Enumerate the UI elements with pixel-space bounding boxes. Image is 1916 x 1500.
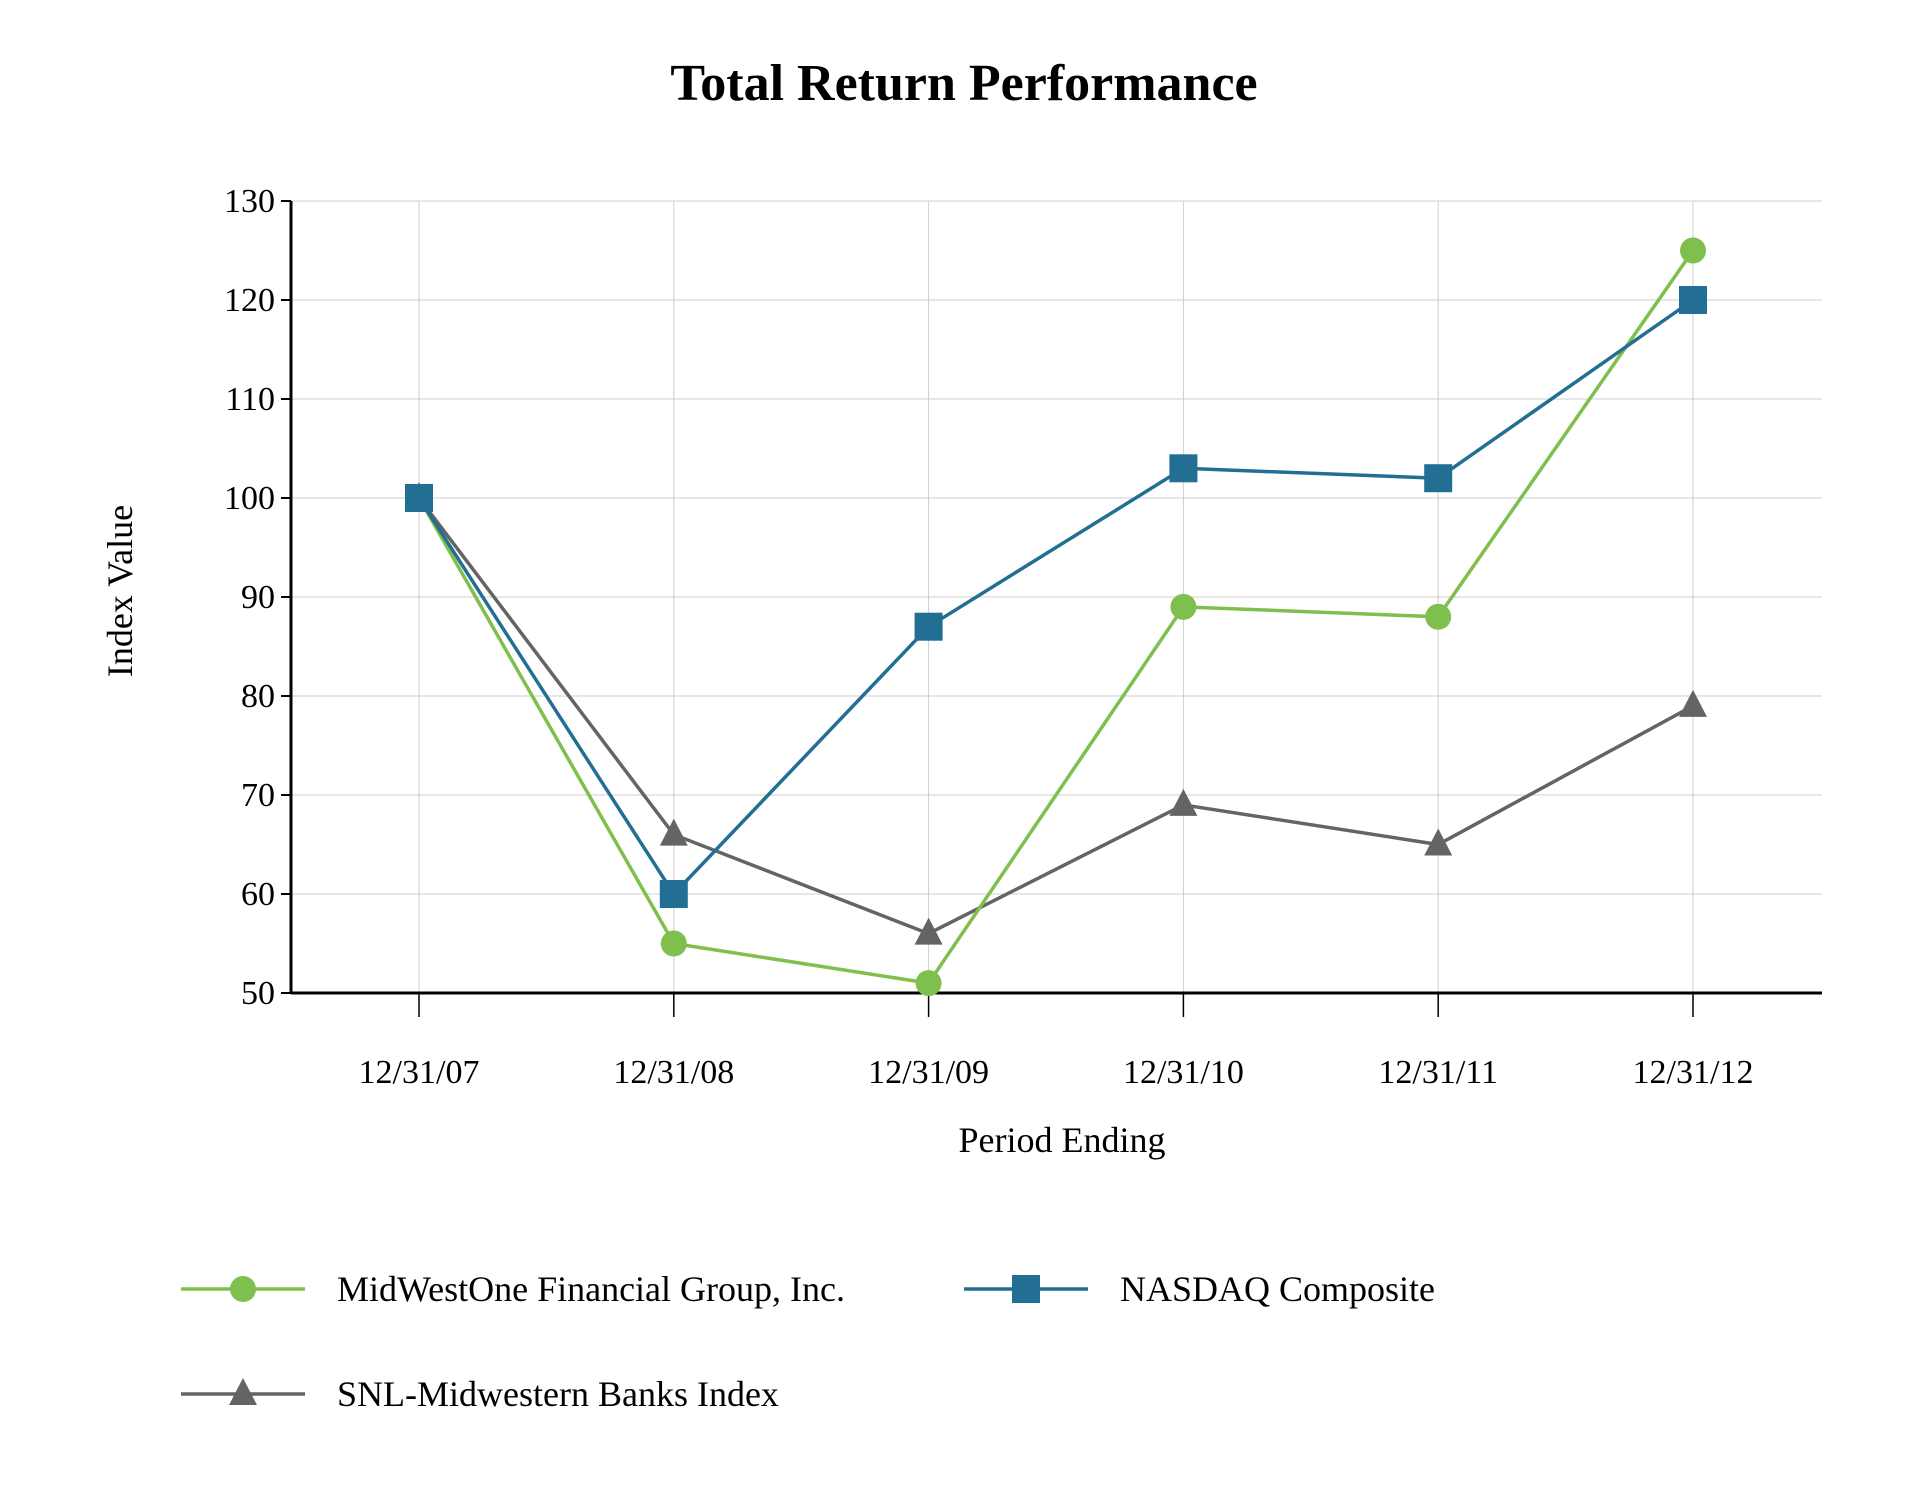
data-point-triangle bbox=[1169, 788, 1198, 816]
series-line bbox=[417, 496, 1694, 936]
data-point-triangle bbox=[659, 818, 688, 846]
chart-title: Total Return Performance bbox=[670, 55, 1257, 112]
x-tick-label: 12/31/12 bbox=[1633, 1054, 1754, 1091]
series-square-line bbox=[417, 298, 1695, 897]
series-line bbox=[417, 298, 1695, 897]
y-tick-label: 100 bbox=[224, 480, 275, 517]
x-axis-label: Period Ending bbox=[959, 1120, 1166, 1160]
data-point-square bbox=[914, 612, 943, 641]
legend-marker-circle bbox=[230, 1276, 256, 1302]
data-point-triangle bbox=[914, 917, 943, 945]
y-tick-label: 80 bbox=[241, 678, 275, 715]
x-tick-label: 12/31/07 bbox=[359, 1054, 480, 1091]
x-tick-labels: 12/31/07 12/31/08 12/31/09 12/31/10 12/31/11… bbox=[359, 1054, 1754, 1091]
axes bbox=[281, 200, 1822, 1017]
x-tick-label: 12/31/10 bbox=[1123, 1054, 1244, 1091]
legend-label: NASDAQ Composite bbox=[1120, 1269, 1435, 1309]
legend: MidWestOne Financial Group, Inc. NASDAQ C… bbox=[181, 1269, 1435, 1414]
legend-marker-square bbox=[1012, 1275, 1040, 1303]
x-tick-label: 12/31/08 bbox=[613, 1054, 734, 1091]
data-point-triangle bbox=[1679, 689, 1707, 717]
y-tick-label: 130 bbox=[224, 183, 275, 220]
series-line bbox=[417, 249, 1695, 985]
y-tick-label: 110 bbox=[225, 381, 275, 418]
series-triangle-line bbox=[417, 496, 1694, 936]
data-point-circle bbox=[1170, 593, 1197, 620]
y-tick-label: 120 bbox=[224, 282, 275, 319]
y-axis-label: Index Value bbox=[100, 505, 140, 677]
legend-item: MidWestOne Financial Group, Inc. bbox=[181, 1269, 845, 1309]
y-tick-labels: 50 60 70 80 90 100 110 120 130 bbox=[224, 183, 275, 1012]
legend-item: SNL-Midwestern Banks Index bbox=[181, 1374, 779, 1414]
y-tick-label: 70 bbox=[241, 777, 275, 814]
y-tick-label: 50 bbox=[241, 975, 275, 1012]
legend-item: NASDAQ Composite bbox=[964, 1269, 1435, 1309]
series-group bbox=[405, 237, 1707, 997]
data-point-square bbox=[405, 484, 433, 512]
legend-label: SNL-Midwestern Banks Index bbox=[337, 1374, 779, 1414]
data-point-square bbox=[659, 880, 688, 908]
x-tick-label: 12/31/09 bbox=[868, 1054, 989, 1091]
x-tick-label: 12/31/11 bbox=[1378, 1054, 1498, 1091]
data-point-circle bbox=[660, 930, 687, 957]
data-point-circle bbox=[915, 970, 942, 997]
legend-label: MidWestOne Financial Group, Inc. bbox=[337, 1269, 845, 1309]
legend-marker-triangle bbox=[229, 1378, 257, 1405]
data-point-circle bbox=[1425, 603, 1452, 630]
data-point-square bbox=[1424, 464, 1453, 493]
y-tick-label: 90 bbox=[241, 579, 275, 616]
data-point-square bbox=[1679, 286, 1707, 314]
gridlines bbox=[291, 200, 1822, 994]
data-point-circle bbox=[1680, 237, 1706, 264]
data-point-square bbox=[1169, 454, 1198, 483]
data-point-triangle bbox=[1424, 828, 1453, 856]
y-tick-label: 60 bbox=[241, 876, 275, 913]
series-circle-line bbox=[417, 249, 1695, 985]
